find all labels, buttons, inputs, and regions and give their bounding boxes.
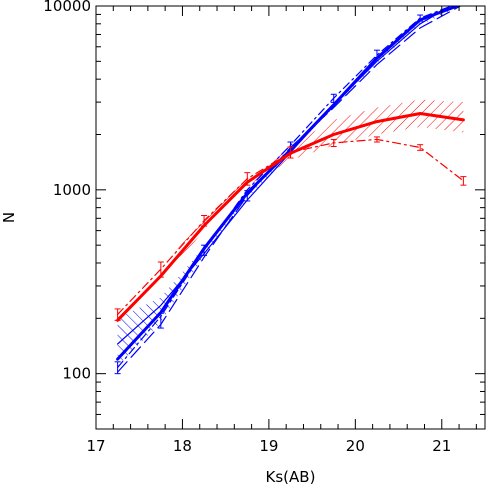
y-axis-label: N <box>0 212 18 223</box>
plot-frame <box>95 5 486 430</box>
series-line-3 <box>116 6 453 369</box>
x-tick-label: 19 <box>259 437 278 455</box>
series-line-2 <box>116 6 462 373</box>
x-axis-label: Ks(AB) <box>266 468 316 486</box>
series <box>114 6 467 375</box>
x-tick-label: 17 <box>86 437 105 455</box>
y-tick-label: 10000 <box>43 0 91 15</box>
x-tick-label: 20 <box>346 437 365 455</box>
bands <box>117 6 464 367</box>
band-1 <box>117 99 464 325</box>
band-0 <box>117 6 464 367</box>
x-tick-label: 21 <box>432 437 451 455</box>
x-tick-label: 18 <box>173 437 192 455</box>
y-tick-label: 100 <box>62 365 91 383</box>
y-tick-label: 1000 <box>53 181 91 199</box>
